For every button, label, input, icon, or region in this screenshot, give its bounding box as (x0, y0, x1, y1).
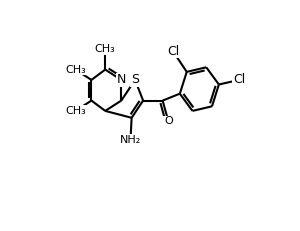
Text: CH₃: CH₃ (95, 44, 116, 54)
Text: CH₃: CH₃ (65, 65, 86, 75)
Text: S: S (131, 73, 139, 86)
Text: N: N (117, 73, 126, 86)
Text: O: O (164, 116, 173, 126)
Text: Cl: Cl (233, 73, 245, 86)
Text: NH₂: NH₂ (120, 135, 141, 145)
Text: Cl: Cl (167, 45, 179, 58)
Text: CH₃: CH₃ (65, 106, 86, 116)
